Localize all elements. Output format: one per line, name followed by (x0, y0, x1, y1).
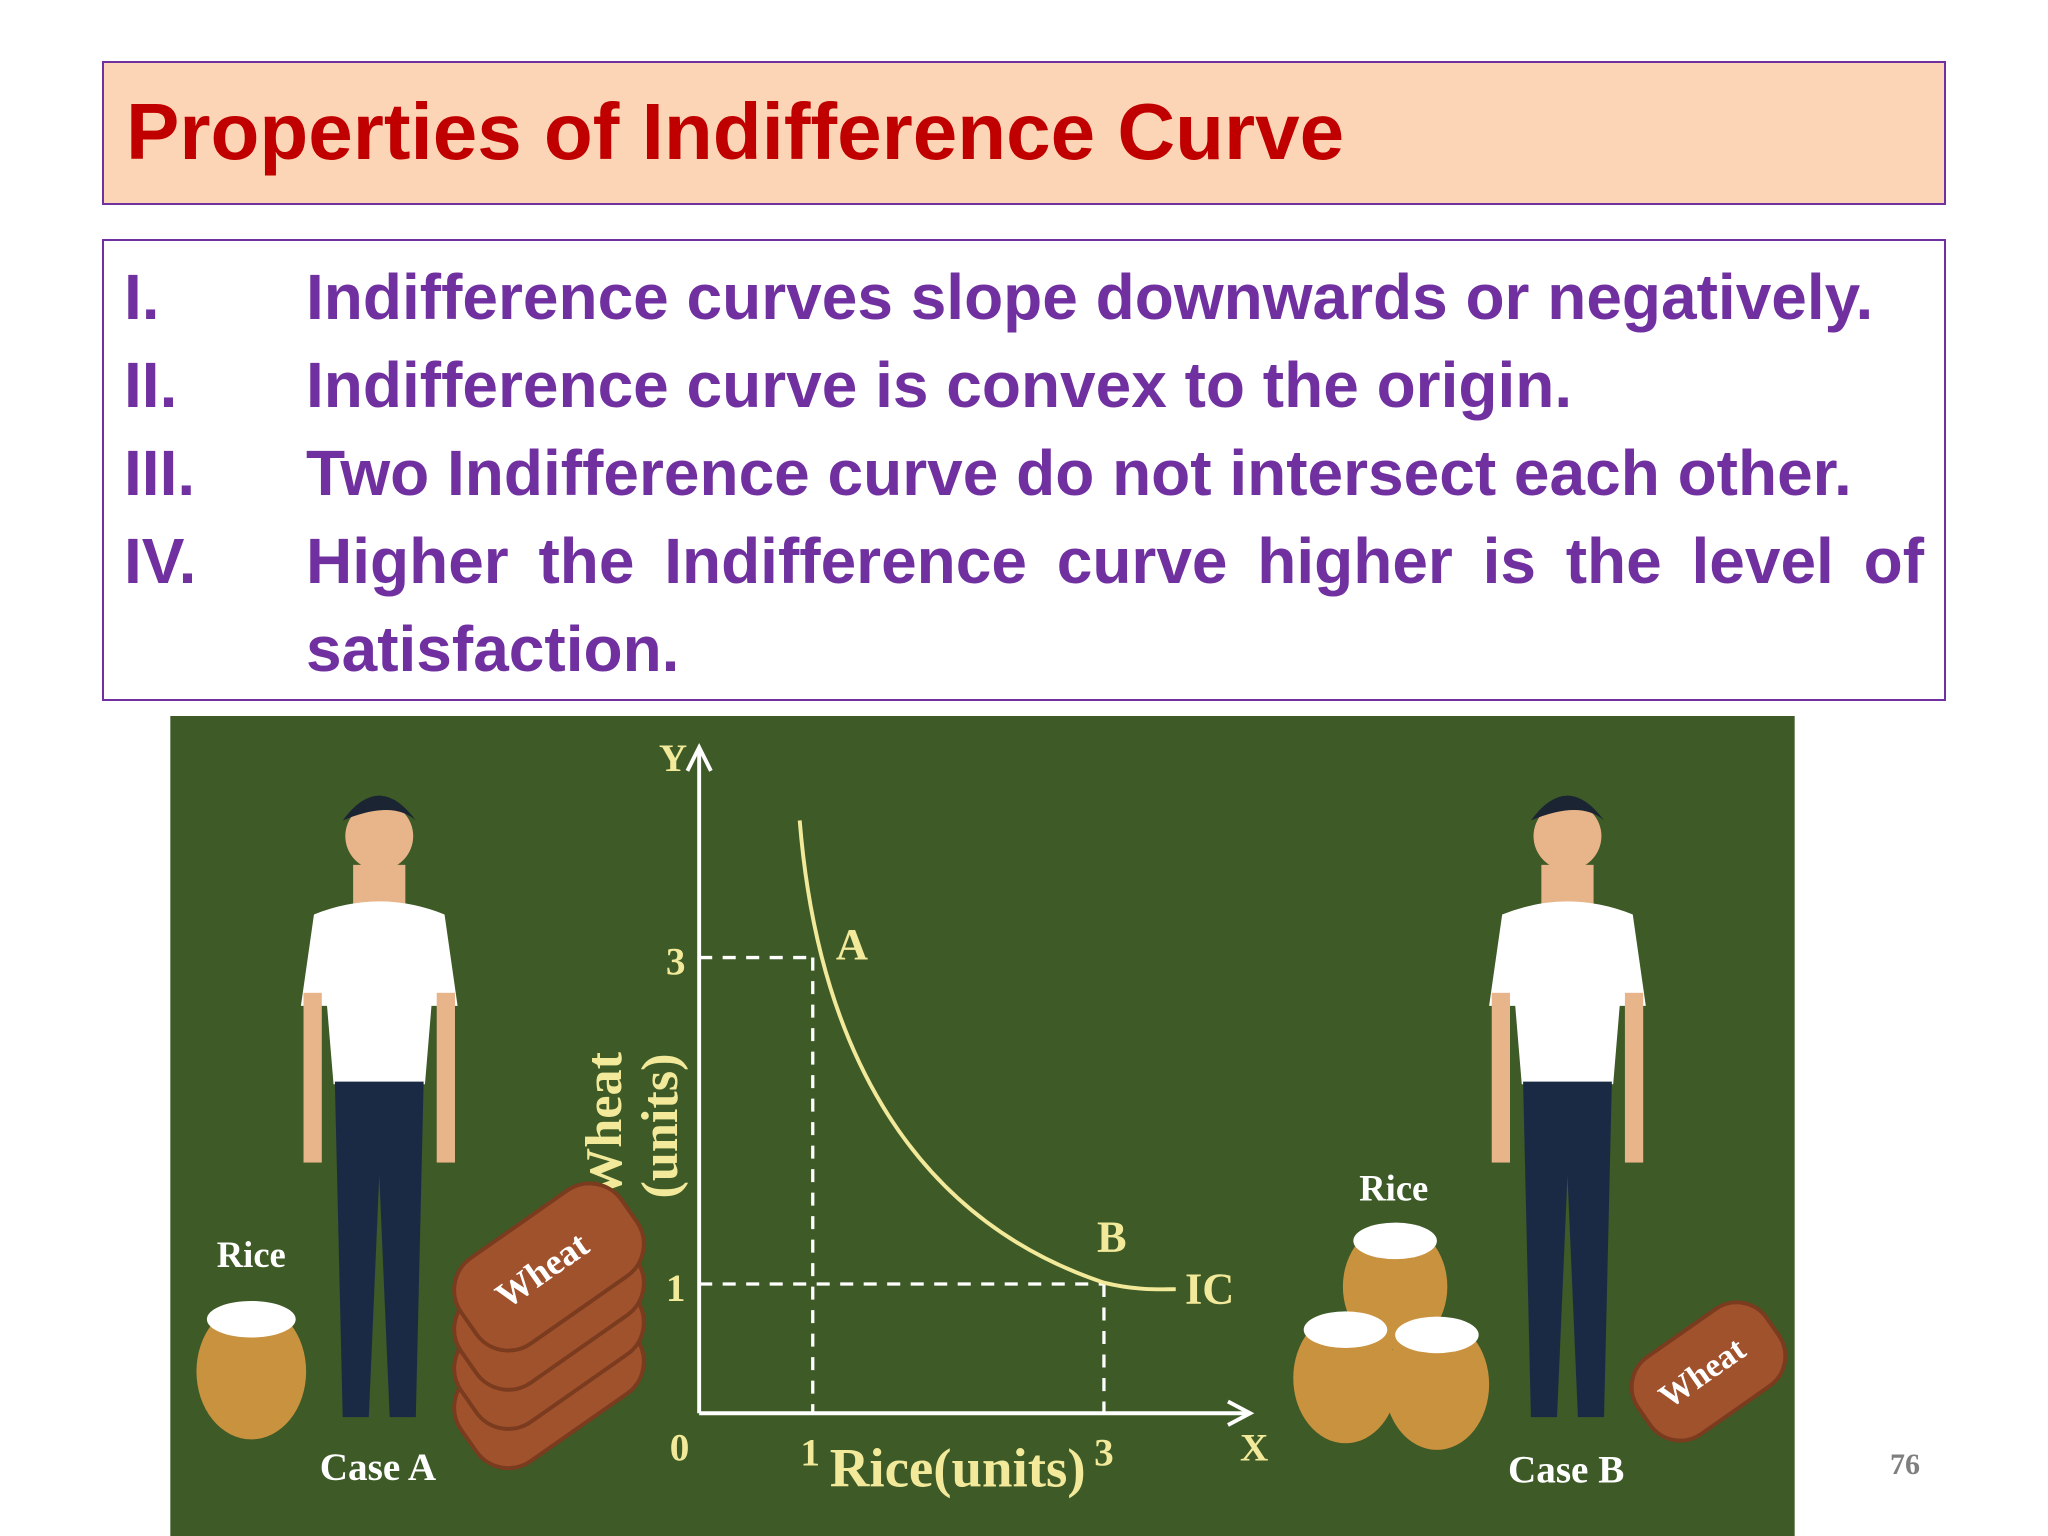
item-text: Indifference curves slope downwards or n… (306, 261, 1874, 333)
rice-label: Rice (1359, 1167, 1428, 1208)
indifference-figure: Y X 3 1 0 1 3 A B IC Rice(units) Wheat (… (170, 716, 1795, 1536)
y-tick-label: 3 (666, 941, 686, 984)
item-marker: III. (124, 437, 196, 509)
x-tick-label: 1 (800, 1431, 820, 1474)
x-tick-label: 3 (1094, 1431, 1114, 1474)
item-marker: I. (124, 261, 160, 333)
case-label: Case B (1508, 1448, 1624, 1491)
wheat-bags (452, 1181, 1788, 1471)
curve-label: IC (1185, 1264, 1234, 1314)
person (300, 795, 458, 1418)
person (1489, 795, 1646, 1418)
y-label-line: Wheat (575, 1051, 633, 1200)
indifference-curve (797, 820, 1176, 1292)
origin-label: 0 (670, 1426, 690, 1469)
list-box: I. Indifference curves slope downwards or… (102, 239, 1946, 701)
guides (699, 955, 1106, 1414)
title: Properties of Indifference Curve (126, 87, 1345, 176)
item-marker: IV. (124, 525, 197, 597)
item-text: Higher the Indifference curve higher is … (306, 525, 1924, 685)
axes (685, 742, 1255, 1427)
y-letter: Y (659, 737, 687, 780)
x-arrow (1227, 1399, 1255, 1427)
case-label: Case A (320, 1446, 436, 1489)
item-text: Two Indifference curve do not intersect … (306, 437, 1852, 509)
rice-label: Rice (217, 1234, 286, 1275)
point-label: A (836, 919, 868, 969)
axis-texts: Y X 3 1 0 1 3 A B IC Rice(units) Wheat (… (575, 737, 1268, 1499)
y-label-line: (units) (631, 1053, 689, 1198)
title-box: Properties of Indifference Curve (102, 61, 1946, 205)
page-number: 76 (1890, 1448, 1920, 1481)
point-label: B (1097, 1211, 1127, 1261)
y-tick-label: 1 (666, 1267, 686, 1310)
x-letter: X (1240, 1426, 1268, 1469)
y-arrow (685, 742, 713, 772)
item-text: Indifference curve is convex to the orig… (306, 349, 1573, 421)
x-label: Rice(units) (830, 1437, 1086, 1498)
item-marker: II. (124, 349, 178, 421)
rice-bags (196, 1222, 1490, 1450)
